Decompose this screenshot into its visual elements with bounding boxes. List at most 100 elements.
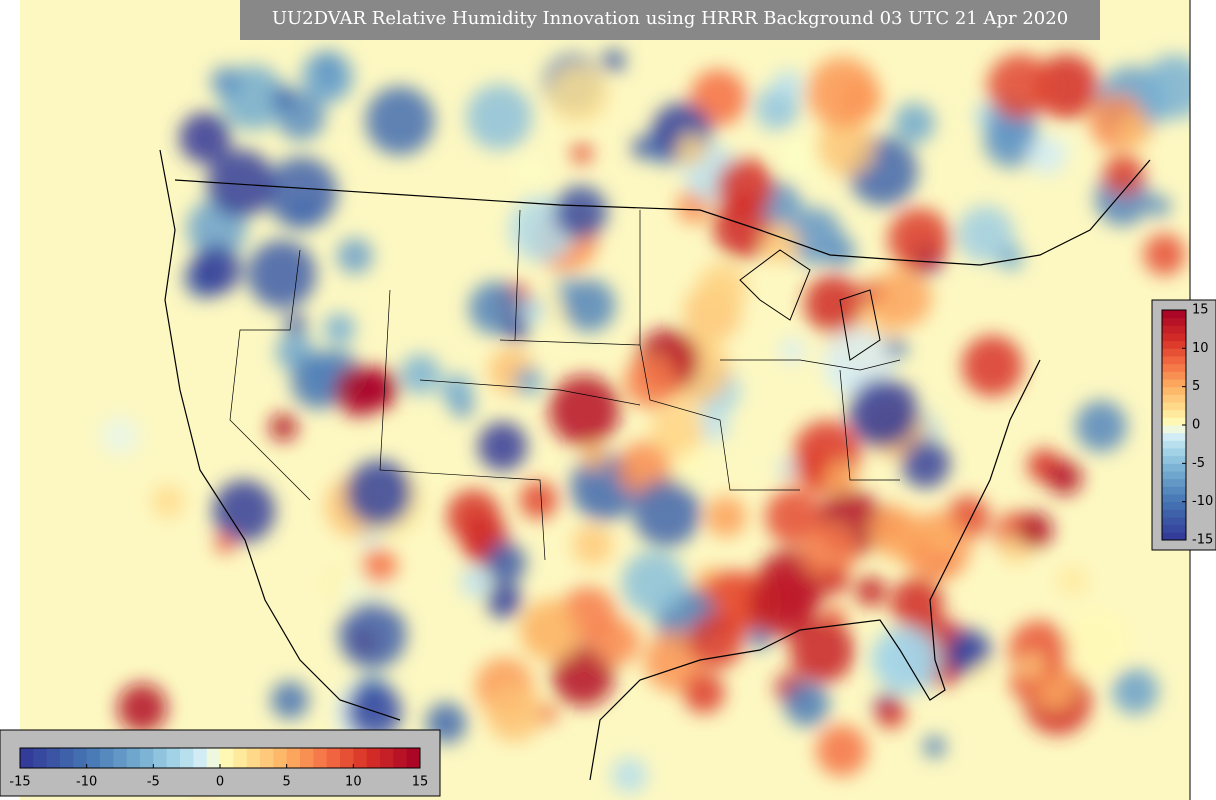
- humidity-blob: [440, 374, 474, 408]
- colorbar-segment: [153, 748, 168, 768]
- colorbar-segment: [193, 748, 208, 768]
- colorbar-segment: [1162, 486, 1186, 495]
- humidity-blob: [855, 576, 887, 607]
- humidity-blob: [761, 224, 800, 263]
- colorbar-segment: [286, 748, 301, 768]
- humidity-blob: [705, 496, 747, 538]
- humidity-blob: [801, 523, 858, 579]
- humidity-blob: [466, 84, 533, 150]
- humidity-blob: [816, 724, 868, 777]
- humidity-blob: [650, 403, 704, 457]
- humidity-blob: [1116, 113, 1152, 149]
- humidity-blob: [554, 185, 608, 239]
- humidity-blob: [784, 681, 830, 727]
- humidity-blob: [923, 735, 946, 758]
- humidity-blob: [179, 112, 231, 164]
- humidity-blob: [611, 757, 648, 794]
- tick-label: -15: [1192, 533, 1213, 548]
- colorbar-segment: [1162, 463, 1186, 472]
- humidity-blob: [247, 239, 317, 309]
- humidity-field: [100, 49, 1190, 794]
- humidity-blob: [824, 460, 857, 494]
- colorbar-segment: [1162, 386, 1186, 395]
- colorbar-segment: [1162, 524, 1186, 533]
- title-box: [240, 0, 1100, 40]
- humidity-blob: [1148, 195, 1171, 218]
- humidity-blob: [1063, 607, 1132, 676]
- colorbar-segment: [1162, 379, 1186, 388]
- colorbar-segment: [1162, 363, 1186, 372]
- humidity-blob: [515, 156, 546, 187]
- humidity-blob: [323, 313, 356, 345]
- north-border: [174, 159, 1151, 266]
- colorbar-segment: [1162, 501, 1186, 510]
- colorbar-segment: [1162, 402, 1186, 411]
- colorbar-segment: [1162, 478, 1186, 487]
- humidity-blob: [484, 542, 526, 585]
- colorbar-segment: [1162, 509, 1186, 518]
- humidity-blob: [947, 629, 991, 673]
- colorbar-horizontal: -15 -10 -5 0 5 10 15: [9, 747, 429, 790]
- humidity-blob: [117, 683, 167, 733]
- humidity-blob: [1142, 54, 1190, 120]
- colorbar-segment: [1162, 448, 1186, 457]
- humidity-blob: [1034, 54, 1099, 120]
- tick-label: 5: [1192, 379, 1200, 394]
- humidity-blob: [697, 262, 748, 313]
- humidity-blob: [206, 149, 275, 218]
- colorbar-segment: [20, 748, 34, 768]
- humidity-blob: [987, 53, 1053, 120]
- humidity-blob: [602, 49, 626, 73]
- colorbar-segment: [86, 748, 101, 768]
- humidity-blob: [271, 85, 297, 111]
- colorbar-segment: [1162, 425, 1186, 434]
- humidity-blob: [772, 69, 804, 101]
- colorbar-segment: [1162, 494, 1186, 503]
- colorbar-segment: [1162, 356, 1186, 365]
- humidity-blob: [1103, 153, 1145, 196]
- tick-label: 15: [412, 775, 429, 790]
- colorbar-segment: [1162, 371, 1186, 380]
- humidity-blob: [465, 538, 492, 565]
- colorbar-segment: [1162, 517, 1186, 526]
- state-lines: [229, 209, 901, 561]
- humidity-blob: [191, 244, 242, 295]
- humidity-blob: [632, 479, 701, 547]
- title: UU2DVAR Relative Humidity Innovation usi…: [272, 8, 1068, 29]
- humidity-blob: [477, 421, 528, 472]
- humidity-blob: [997, 244, 1024, 271]
- humidity-blob: [848, 377, 919, 448]
- tick-label: -5: [147, 775, 160, 790]
- colorbar-segment: [60, 748, 74, 768]
- humidity-blob: [486, 582, 522, 619]
- humidity-blob: [748, 570, 816, 638]
- humidity-blob: [562, 278, 616, 333]
- colorbar-segment: [300, 748, 314, 768]
- colorbar-segment: [233, 748, 248, 768]
- humidity-blob: [300, 50, 354, 104]
- colorbar-segment: [260, 748, 274, 768]
- humidity-blob: [571, 143, 593, 165]
- humidity-blob: [400, 354, 441, 395]
- humidity-blob: [100, 416, 140, 455]
- humidity-blob: [1143, 233, 1186, 276]
- humidity-blob: [582, 444, 608, 470]
- humidity-blob: [971, 663, 992, 684]
- humidity-blob: [214, 533, 235, 554]
- humidity-blob: [151, 485, 185, 519]
- humidity-blob: [1016, 512, 1053, 549]
- colorbar-segment: [1162, 471, 1186, 480]
- humidity-blob: [1027, 135, 1067, 175]
- colorbar-segment: [1162, 310, 1186, 319]
- humidity-blob: [789, 618, 855, 684]
- humidity-blob: [1046, 459, 1083, 496]
- humidity-blob: [519, 480, 558, 520]
- humidity-blob: [957, 205, 1015, 263]
- humidity-blob: [893, 102, 935, 144]
- colorbar-segment: [1162, 532, 1186, 541]
- humidity-blob: [338, 601, 407, 669]
- colorbar-segment: [1162, 440, 1186, 449]
- humidity-blob: [504, 317, 529, 342]
- humidity-blob: [890, 577, 944, 631]
